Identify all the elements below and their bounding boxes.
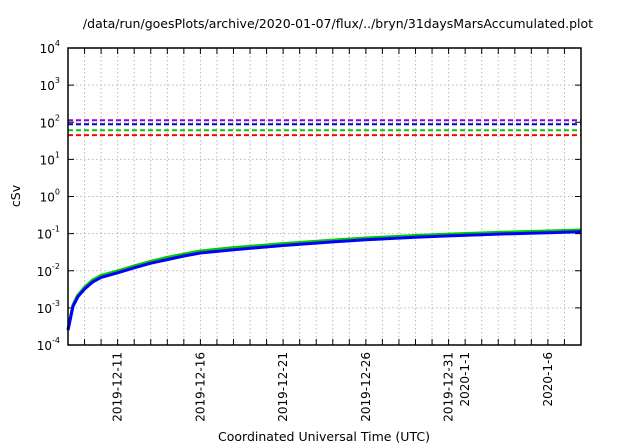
y-tick-label: 10-3 bbox=[37, 299, 60, 316]
y-tick-label: 104 bbox=[40, 39, 60, 56]
x-tick-label: 2020-1-1 bbox=[458, 352, 472, 406]
x-tick-label: 2019-12-11 bbox=[111, 352, 125, 422]
threshold-lines bbox=[68, 119, 581, 137]
chart-title: /data/run/goesPlots/archive/2020-01-07/f… bbox=[83, 16, 593, 31]
x-tick-label: 2019-12-26 bbox=[359, 352, 373, 422]
series-line-red bbox=[66, 228, 582, 330]
grid bbox=[68, 48, 581, 345]
y-tick-label: 10-4 bbox=[37, 336, 60, 353]
y-tick-label: 10-1 bbox=[37, 225, 60, 242]
x-axis-label: Coordinated Universal Time (UTC) bbox=[218, 429, 430, 444]
ticks: 10-4 10-3 10-2 10-1 100 101 102 103 104 2019-12-1… bbox=[37, 39, 581, 422]
series-line-green bbox=[66, 228, 582, 330]
y-tick-label: 10-2 bbox=[37, 262, 60, 279]
series bbox=[66, 228, 582, 331]
y-tick-label: 100 bbox=[40, 188, 60, 205]
y-tick-label: 101 bbox=[40, 150, 60, 167]
y-tick-label: 103 bbox=[40, 76, 60, 93]
plot-frame bbox=[67, 47, 582, 346]
x-tick-label: 2019-12-16 bbox=[193, 352, 207, 422]
series-line-blue bbox=[66, 230, 582, 331]
y-tick-label: 102 bbox=[40, 113, 60, 130]
x-tick-label: 2019-12-21 bbox=[276, 352, 290, 422]
y-axis-label: cSv bbox=[8, 184, 23, 207]
x-tick-label: 2020-1-6 bbox=[541, 352, 555, 406]
x-tick-label: 2019-12-31 bbox=[442, 352, 456, 422]
